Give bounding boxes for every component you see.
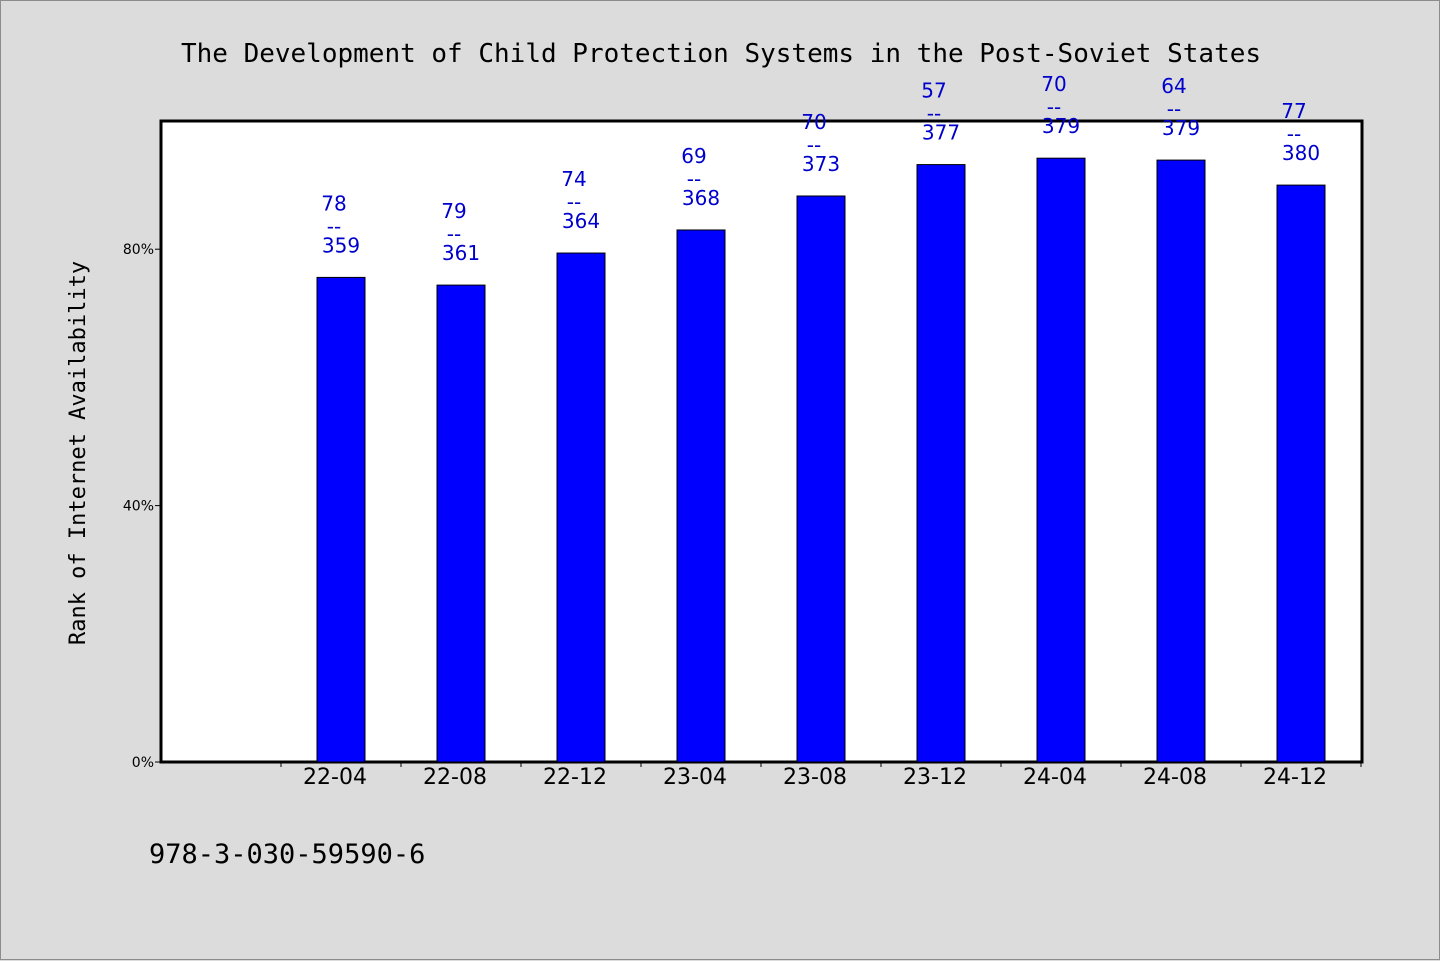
bar-24-08 bbox=[1156, 159, 1206, 763]
isbn-footer: 978-3-030-59590-6 bbox=[149, 839, 425, 870]
bar-label-separator: -- bbox=[567, 190, 581, 214]
bar-label-bottom: 359 bbox=[322, 233, 360, 257]
bar-label-separator: -- bbox=[1167, 97, 1181, 121]
y-tick-label: 0% bbox=[132, 755, 154, 771]
bars-layer bbox=[316, 157, 1326, 763]
x-tick-label: 22-04 bbox=[303, 765, 367, 790]
bar-23-08 bbox=[796, 195, 846, 763]
bar-22-08 bbox=[436, 284, 486, 763]
y-tick-label: 40% bbox=[123, 499, 154, 515]
bar-label-bottom: 379 bbox=[1162, 116, 1200, 140]
bar-label-separator: -- bbox=[327, 214, 341, 238]
bar-label-separator: -- bbox=[1047, 95, 1061, 119]
x-tick-label: 24-08 bbox=[1143, 765, 1207, 790]
bar-label-bottom: 361 bbox=[442, 241, 480, 265]
x-tick-label: 24-04 bbox=[1023, 765, 1087, 790]
chart-title: The Development of Child Protection Syst… bbox=[181, 39, 1261, 69]
y-tick-label: 80% bbox=[123, 242, 154, 258]
bar-label-top: 78 bbox=[321, 191, 346, 215]
x-axis: 22-04 22-08 22-12 23-04 23-08 23-12 24-04 24-08… bbox=[280, 762, 1362, 790]
bar-22-12 bbox=[556, 252, 606, 763]
bar-label-top: 74 bbox=[561, 167, 586, 191]
bar-label-separator: -- bbox=[807, 133, 821, 157]
x-tick-label: 24-12 bbox=[1263, 765, 1327, 790]
bar-24-04 bbox=[1036, 157, 1086, 763]
bar-label-bottom: 377 bbox=[922, 121, 960, 145]
bar-label-separator: -- bbox=[1287, 122, 1301, 146]
bar-label-top: 57 bbox=[921, 79, 946, 103]
bar-label-separator: -- bbox=[447, 222, 461, 246]
bar-23-12 bbox=[916, 164, 966, 763]
x-tick-label: 23-12 bbox=[903, 765, 967, 790]
bar-label-bottom: 368 bbox=[682, 186, 720, 210]
bar-label-top: 70 bbox=[1041, 72, 1066, 96]
bar-label-top: 77 bbox=[1281, 99, 1306, 123]
y-axis: 0% 40% 80% bbox=[123, 242, 161, 771]
bar-22-04 bbox=[316, 276, 366, 763]
bar-label-top: 79 bbox=[441, 199, 466, 223]
x-tick-label: 23-08 bbox=[783, 765, 847, 790]
x-tick-label: 22-08 bbox=[423, 765, 487, 790]
bar-labels-layer: 78--35979--36174--36469--36870--37357--3… bbox=[321, 72, 1320, 265]
bar-label-top: 69 bbox=[681, 144, 706, 168]
bar-label-separator: -- bbox=[927, 102, 941, 126]
x-tick-label: 23-04 bbox=[663, 765, 727, 790]
bar-label-bottom: 364 bbox=[562, 209, 600, 233]
bar-label-top: 70 bbox=[801, 110, 826, 134]
bar-label-bottom: 379 bbox=[1042, 114, 1080, 138]
y-axis-label: Rank of Internet Availability bbox=[66, 261, 91, 645]
bar-24-12 bbox=[1276, 184, 1326, 763]
bar-label-bottom: 380 bbox=[1282, 141, 1320, 165]
x-tick-label: 22-12 bbox=[543, 765, 607, 790]
bar-label-separator: -- bbox=[687, 167, 701, 191]
bar-label-bottom: 373 bbox=[802, 152, 840, 176]
bar-23-04 bbox=[676, 229, 726, 763]
bar-label-top: 64 bbox=[1161, 74, 1186, 98]
